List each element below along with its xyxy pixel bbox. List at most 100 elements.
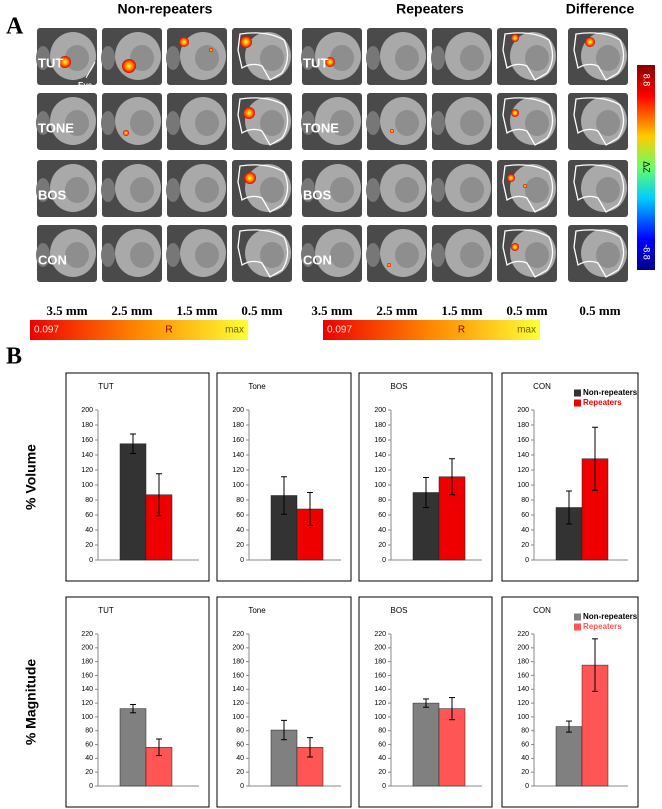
y-tick-label: 140 <box>81 686 93 693</box>
y-tick-label: 80 <box>378 497 386 504</box>
y-tick-label: 40 <box>521 527 529 534</box>
bar <box>119 708 147 787</box>
chart-title: Tone <box>248 606 266 615</box>
activation <box>243 107 255 119</box>
y-tick-label: 40 <box>378 755 386 762</box>
y-tick-label: 100 <box>232 482 244 489</box>
eye <box>36 46 50 70</box>
eye <box>301 178 315 202</box>
row-label: CON <box>303 252 332 267</box>
chart-title: CON <box>533 606 551 615</box>
outline <box>237 229 289 278</box>
y-tick-label: 60 <box>378 741 386 748</box>
eye <box>166 46 180 70</box>
activation <box>209 48 213 52</box>
y-tick-label: 0 <box>89 783 93 790</box>
colorbar-min: 0.097 <box>327 325 352 336</box>
eye <box>101 243 115 267</box>
row-label: TUT <box>38 55 63 70</box>
error-bar <box>281 719 287 741</box>
error-bar <box>423 698 429 708</box>
eye <box>431 46 445 70</box>
brain-core <box>130 242 154 268</box>
colorbar-max: max <box>517 325 536 336</box>
y-tick-label: 160 <box>517 672 529 679</box>
y-tick-label: 80 <box>378 728 386 735</box>
y-tick-label: 0 <box>382 783 386 790</box>
eye-arrow <box>85 61 96 79</box>
y-tick-label: 120 <box>232 700 244 707</box>
eye <box>431 243 445 267</box>
eye <box>36 111 50 135</box>
y-tick-label: 0 <box>382 557 386 564</box>
z-colorbar-name: ΔZ <box>642 161 652 173</box>
y-tick-label: 100 <box>374 482 386 489</box>
y-tick-label: 140 <box>81 452 93 459</box>
brain-core <box>395 177 419 203</box>
brain-core <box>395 242 419 268</box>
eye <box>301 243 315 267</box>
depth-label: 3.5 mm <box>46 303 87 318</box>
colorbar-min: 0.097 <box>34 325 59 336</box>
y-tick-label: 40 <box>521 755 529 762</box>
brain-core <box>330 242 354 268</box>
error-bar <box>449 697 455 721</box>
brain-core <box>460 177 484 203</box>
y-tick-label: 20 <box>85 542 93 549</box>
eye <box>101 178 115 202</box>
y-tick-label: 100 <box>374 714 386 721</box>
brain-core <box>260 45 284 71</box>
depth-label: 2.5 mm <box>376 303 417 318</box>
eye <box>366 111 380 135</box>
group-title: Repeaters <box>396 1 464 17</box>
z-colorbar-bottom: -8.8 <box>642 244 652 260</box>
y-tick-label: 80 <box>236 497 244 504</box>
y-tick-label: 160 <box>232 672 244 679</box>
y-tick-label: 40 <box>85 527 93 534</box>
outline <box>573 97 625 146</box>
colorbar-name: R <box>458 325 465 336</box>
eye <box>166 111 180 135</box>
y-tick-label: 200 <box>232 407 244 414</box>
chart-title: Tone <box>248 382 266 391</box>
y-tick-label: 40 <box>236 527 244 534</box>
brain-core <box>460 45 484 71</box>
eye <box>301 111 315 135</box>
y-tick-label: 140 <box>374 686 386 693</box>
legend-label: Non-repeaters <box>583 612 638 621</box>
legend-swatch <box>574 389 581 397</box>
depth-label: 0.5 mm <box>241 303 282 318</box>
y-tick-label: 60 <box>85 741 93 748</box>
y-tick-label: 200 <box>81 645 93 652</box>
outline <box>502 229 554 278</box>
error-bar <box>592 638 598 692</box>
eye <box>101 111 115 135</box>
legend-label: Repeaters <box>583 622 622 631</box>
colorbar <box>323 320 540 340</box>
chart-title: TUT <box>98 606 114 615</box>
y-tick-label: 20 <box>85 769 93 776</box>
depth-label: 2.5 mm <box>111 303 152 318</box>
y-tick-label: 180 <box>232 658 244 665</box>
activation <box>390 129 394 133</box>
row-label: BOS <box>303 187 332 202</box>
y-tick-label: 0 <box>240 557 244 564</box>
panel-label: B <box>6 344 22 370</box>
y-tick-label: 20 <box>236 542 244 549</box>
y-tick-label: 80 <box>85 728 93 735</box>
y-tick-label: 160 <box>81 672 93 679</box>
y-tick-label: 60 <box>378 512 386 519</box>
legend-label: Repeaters <box>583 398 622 407</box>
chart-title: TUT <box>98 382 114 391</box>
brain-core <box>195 177 219 203</box>
y-tick-label: 140 <box>232 686 244 693</box>
activation <box>387 263 391 267</box>
eye <box>166 178 180 202</box>
activation <box>59 56 71 68</box>
bar <box>412 702 440 787</box>
y-axis-label: % Magnitude <box>23 659 39 746</box>
y-tick-label: 40 <box>378 527 386 534</box>
brain-core <box>395 45 419 71</box>
outline <box>573 229 625 278</box>
colorbar-max: max <box>225 325 244 336</box>
